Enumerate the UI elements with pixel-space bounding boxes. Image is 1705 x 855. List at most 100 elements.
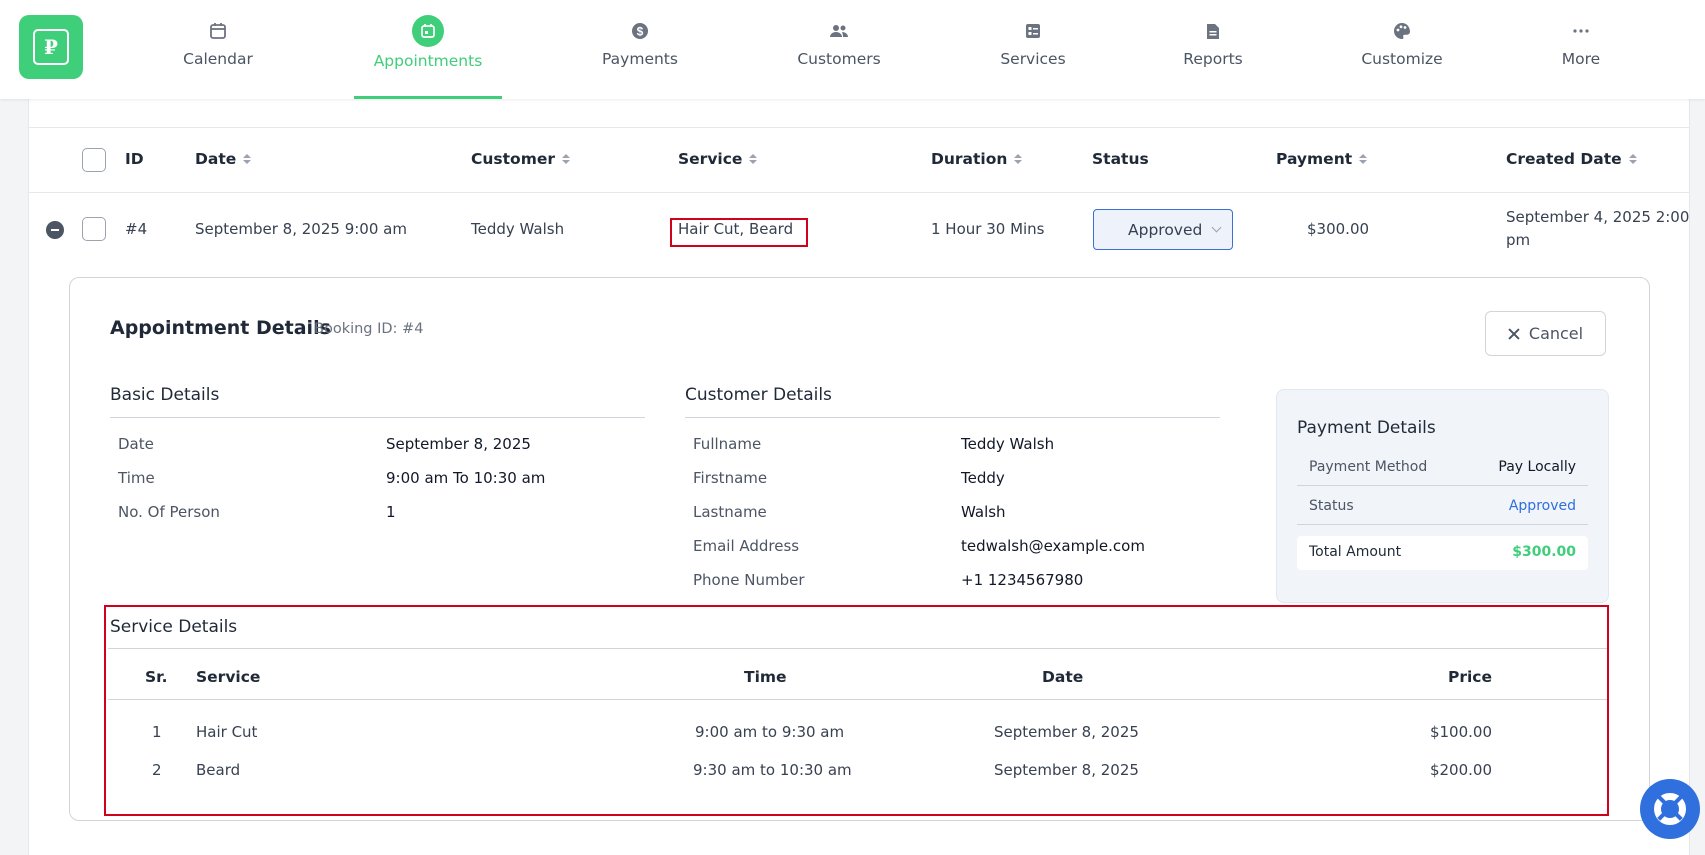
service-row-date: September 8, 2025 xyxy=(994,723,1139,741)
customer-value: Teddy xyxy=(961,469,1005,487)
sort-icon xyxy=(1359,154,1368,164)
close-icon xyxy=(1508,328,1520,340)
appointments-icon xyxy=(412,15,444,47)
total-amount-label: Total Amount xyxy=(1309,544,1402,560)
service-row-sr: 1 xyxy=(152,723,162,741)
nav-more[interactable]: More xyxy=(1560,0,1602,99)
select-all-checkbox[interactable] xyxy=(82,148,106,172)
service-row-name: Beard xyxy=(196,761,241,779)
service-col-time: Time xyxy=(744,668,787,686)
customer-email: tedwalsh@example.com xyxy=(961,537,1145,555)
customer-value: Walsh xyxy=(961,503,1006,521)
nav-more-label: More xyxy=(1561,50,1601,68)
row-date: September 8, 2025 9:00 am xyxy=(195,220,407,238)
nav-appointments[interactable]: Appointments xyxy=(354,0,502,99)
payment-status-label: Status xyxy=(1309,498,1354,514)
users-icon xyxy=(828,20,850,42)
nav-reports[interactable]: Reports xyxy=(1183,0,1243,99)
nav-services-label: Services xyxy=(1000,50,1066,68)
col-created-date[interactable]: Created Date xyxy=(1506,150,1637,168)
basic-value: September 8, 2025 xyxy=(386,435,531,453)
booking-id: Booking ID: #4 xyxy=(314,321,424,337)
service-row-time: 9:30 am to 10:30 am xyxy=(693,761,852,779)
row-created-date-line1: September 4, 2025 2:00 xyxy=(1506,208,1690,226)
payment-method-label: Payment Method xyxy=(1309,459,1428,475)
active-tab-indicator xyxy=(354,96,502,99)
row-customer: Teddy Walsh xyxy=(471,220,565,238)
nav-payments-label: Payments xyxy=(602,50,678,68)
row-duration: 1 Hour 30 Mins xyxy=(931,220,1045,238)
customer-phone: +1 1234567980 xyxy=(961,571,1084,589)
payment-details-title: Payment Details xyxy=(1297,418,1436,438)
nav-calendar-label: Calendar xyxy=(183,50,253,68)
top-navigation: ₽ Calendar Appointments $ Payments Custo… xyxy=(0,0,1705,99)
row-id: #4 xyxy=(125,220,148,238)
service-col-sr: Sr. xyxy=(145,668,168,686)
customer-label: Lastname xyxy=(693,503,767,521)
customer-label: Email Address xyxy=(693,537,800,555)
service-row-name: Hair Cut xyxy=(196,723,258,741)
calendar-icon xyxy=(207,20,229,42)
row-payment: $300.00 xyxy=(1307,220,1370,238)
basic-value: 9:00 am To 10:30 am xyxy=(386,469,546,487)
help-button[interactable] xyxy=(1640,779,1700,839)
row-service: Hair Cut, Beard xyxy=(678,220,794,238)
nav-customers-label: Customers xyxy=(797,50,881,68)
nav-reports-label: Reports xyxy=(1183,50,1243,68)
total-amount-row xyxy=(1297,536,1588,570)
basic-label: Date xyxy=(118,435,154,453)
cancel-label: Cancel xyxy=(1528,324,1584,343)
sort-icon xyxy=(1628,154,1637,164)
service-col-service: Service xyxy=(196,668,261,686)
service-row-price: $100.00 xyxy=(1429,723,1492,741)
customer-details-title: Customer Details xyxy=(685,385,832,405)
collapse-row-button[interactable] xyxy=(46,221,64,239)
col-date[interactable]: Date xyxy=(195,150,252,168)
payment-status-value: Approved xyxy=(1508,498,1576,514)
service-details-highlight xyxy=(104,605,1609,816)
nav-appointments-label: Appointments xyxy=(373,52,483,70)
app-logo[interactable]: ₽ xyxy=(19,15,83,79)
divider xyxy=(29,127,1689,128)
lifebuoy-icon xyxy=(1654,793,1686,825)
nav-services[interactable]: Services xyxy=(1000,0,1066,99)
nav-payments[interactable]: $ Payments xyxy=(598,0,682,99)
service-col-date: Date xyxy=(1042,668,1084,686)
service-details-title: Service Details xyxy=(110,617,238,637)
details-title: Appointment Details xyxy=(110,317,331,339)
basic-value: 1 xyxy=(386,503,396,521)
cancel-button[interactable]: Cancel xyxy=(1485,311,1606,356)
logo-icon: ₽ xyxy=(33,29,69,65)
col-service[interactable]: Service xyxy=(678,150,758,168)
service-row-price: $200.00 xyxy=(1429,761,1492,779)
nav-customize-label: Customize xyxy=(1361,50,1443,68)
divider xyxy=(108,699,1607,700)
report-icon xyxy=(1202,20,1224,42)
service-row-time: 9:00 am to 9:30 am xyxy=(695,723,845,741)
customer-label: Firstname xyxy=(693,469,768,487)
nav-customize[interactable]: Customize xyxy=(1360,0,1444,99)
customer-label: Fullname xyxy=(693,435,762,453)
total-amount-value: $300.00 xyxy=(1512,544,1576,560)
basic-label: Time xyxy=(118,469,155,487)
col-status: Status xyxy=(1092,150,1149,168)
more-icon xyxy=(1570,20,1592,42)
status-dropdown[interactable]: Approved xyxy=(1093,209,1233,250)
dollar-icon: $ xyxy=(629,20,651,42)
col-payment[interactable]: Payment xyxy=(1276,150,1368,168)
col-customer[interactable]: Customer xyxy=(471,150,571,168)
payment-method-value: Pay Locally xyxy=(1498,459,1576,475)
col-duration[interactable]: Duration xyxy=(931,150,1023,168)
sort-icon xyxy=(562,154,571,164)
nav-calendar[interactable]: Calendar xyxy=(178,0,258,99)
row-checkbox[interactable] xyxy=(82,217,106,241)
basic-label: No. Of Person xyxy=(118,503,220,521)
basic-details-title: Basic Details xyxy=(110,385,220,405)
sort-icon xyxy=(749,154,758,164)
divider xyxy=(1297,485,1588,486)
service-row-sr: 2 xyxy=(152,761,162,779)
nav-customers[interactable]: Customers xyxy=(796,0,882,99)
service-col-price: Price xyxy=(1447,668,1492,686)
service-row-date: September 8, 2025 xyxy=(994,761,1139,779)
palette-icon xyxy=(1391,20,1413,42)
